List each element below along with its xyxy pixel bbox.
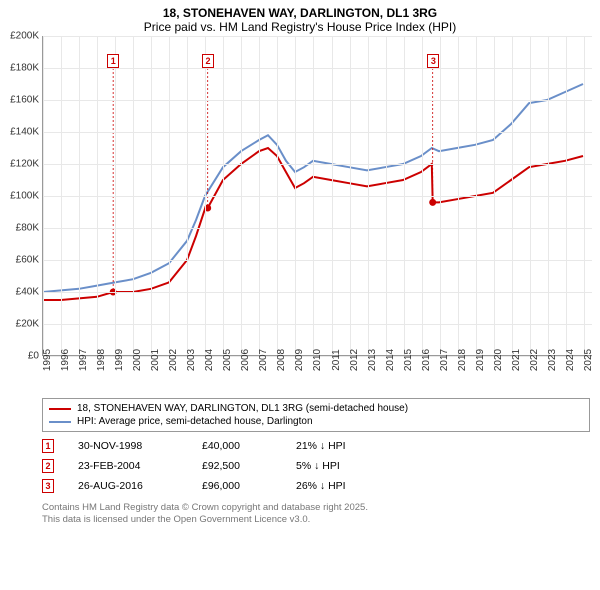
x-tick-label: 2000	[132, 349, 143, 371]
x-tick-label: 2005	[222, 349, 233, 371]
x-tick-label: 2016	[421, 349, 432, 371]
footer-line2: This data is licensed under the Open Gov…	[42, 514, 590, 526]
x-tick-label: 2021	[511, 349, 522, 371]
transaction-date: 26-AUG-2016	[78, 480, 178, 492]
transaction-price: £96,000	[202, 480, 272, 492]
transactions-table: 1 30-NOV-1998 £40,000 21% ↓ HPI 2 23-FEB-2004…	[42, 436, 590, 496]
y-tick-label: £160K	[10, 95, 43, 106]
x-tick-label: 2019	[475, 349, 486, 371]
transaction-row: 3 26-AUG-2016 £96,000 26% ↓ HPI	[42, 476, 590, 496]
y-tick-label: £180K	[10, 63, 43, 74]
chart-area: £0£20K£40K£60K£80K£100K£120K£140K£160K£1…	[42, 36, 592, 396]
legend: 18, STONEHAVEN WAY, DARLINGTON, DL1 3RG …	[42, 398, 590, 432]
y-tick-label: £20K	[16, 319, 43, 330]
transaction-price: £40,000	[202, 440, 272, 452]
transaction-row: 2 23-FEB-2004 £92,500 5% ↓ HPI	[42, 456, 590, 476]
x-tick-label: 2015	[403, 349, 414, 371]
x-tick-label: 2001	[150, 349, 161, 371]
legend-item: 18, STONEHAVEN WAY, DARLINGTON, DL1 3RG …	[49, 402, 583, 415]
x-tick-label: 2024	[565, 349, 576, 371]
transaction-date: 23-FEB-2004	[78, 460, 178, 472]
chart-container: 18, STONEHAVEN WAY, DARLINGTON, DL1 3RG …	[0, 0, 600, 590]
x-tick-label: 2006	[240, 349, 251, 371]
y-tick-label: £0	[28, 351, 43, 362]
x-tick-label: 2011	[331, 349, 342, 371]
x-tick-label: 1997	[78, 349, 89, 371]
x-tick-label: 2014	[385, 349, 396, 371]
footer-attribution: Contains HM Land Registry data © Crown c…	[42, 502, 590, 527]
x-tick-label: 2013	[367, 349, 378, 371]
legend-swatch	[49, 408, 71, 410]
legend-swatch	[49, 421, 71, 423]
footer-line1: Contains HM Land Registry data © Crown c…	[42, 502, 590, 514]
x-tick-label: 2002	[168, 349, 179, 371]
y-tick-label: £60K	[16, 255, 43, 266]
x-tick-label: 2003	[186, 349, 197, 371]
transaction-price: £92,500	[202, 460, 272, 472]
transaction-hpi-delta: 5% ↓ HPI	[296, 460, 386, 472]
x-tick-label: 2012	[349, 349, 360, 371]
transaction-hpi-delta: 26% ↓ HPI	[296, 480, 386, 492]
x-tick-label: 2017	[439, 349, 450, 371]
x-tick-label: 2025	[583, 349, 594, 371]
legend-label: 18, STONEHAVEN WAY, DARLINGTON, DL1 3RG …	[77, 403, 408, 414]
x-tick-label: 2022	[529, 349, 540, 371]
x-tick-label: 2018	[457, 349, 468, 371]
x-tick-label: 1999	[114, 349, 125, 371]
legend-item: HPI: Average price, semi-detached house,…	[49, 415, 583, 428]
sale-marker-box: 2	[202, 54, 214, 68]
transaction-num-box: 1	[42, 439, 54, 453]
title-sub: Price paid vs. HM Land Registry's House …	[0, 20, 600, 34]
x-tick-label: 2010	[312, 349, 323, 371]
x-tick-label: 1995	[42, 349, 53, 371]
x-tick-label: 2008	[276, 349, 287, 371]
legend-label: HPI: Average price, semi-detached house,…	[77, 416, 313, 427]
sale-marker-box: 3	[427, 54, 439, 68]
y-tick-label: £140K	[10, 127, 43, 138]
y-tick-label: £80K	[16, 223, 43, 234]
y-tick-label: £200K	[10, 31, 43, 42]
title-block: 18, STONEHAVEN WAY, DARLINGTON, DL1 3RG …	[0, 0, 600, 36]
plot-region: £0£20K£40K£60K£80K£100K£120K£140K£160K£1…	[42, 36, 592, 356]
x-tick-label: 2020	[493, 349, 504, 371]
sale-marker-box: 1	[107, 54, 119, 68]
x-tick-label: 1998	[96, 349, 107, 371]
x-tick-label: 1996	[60, 349, 71, 371]
transaction-row: 1 30-NOV-1998 £40,000 21% ↓ HPI	[42, 436, 590, 456]
x-tick-label: 2004	[204, 349, 215, 371]
transaction-date: 30-NOV-1998	[78, 440, 178, 452]
y-tick-label: £120K	[10, 159, 43, 170]
transaction-num-box: 3	[42, 479, 54, 493]
transaction-num-box: 2	[42, 459, 54, 473]
x-tick-label: 2007	[258, 349, 269, 371]
x-tick-label: 2023	[547, 349, 558, 371]
y-tick-label: £40K	[16, 287, 43, 298]
x-tick-label: 2009	[294, 349, 305, 371]
transaction-hpi-delta: 21% ↓ HPI	[296, 440, 386, 452]
title-main: 18, STONEHAVEN WAY, DARLINGTON, DL1 3RG	[0, 6, 600, 20]
y-tick-label: £100K	[10, 191, 43, 202]
